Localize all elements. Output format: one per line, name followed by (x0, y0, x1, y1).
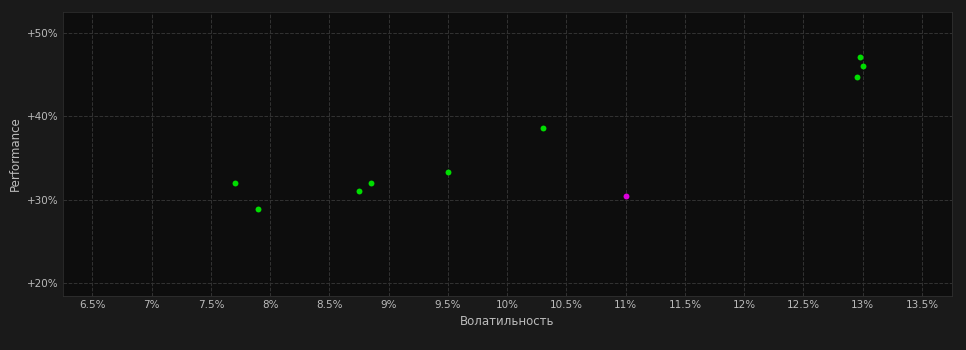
Point (618, 193, 634, 198)
Point (849, 75, 865, 80)
Point (250, 206, 266, 212)
Point (363, 180, 379, 186)
Y-axis label: Performance: Performance (9, 117, 21, 191)
Point (535, 125, 551, 131)
Point (227, 180, 242, 186)
Point (855, 63, 870, 68)
Point (352, 188, 367, 194)
Point (853, 55, 868, 60)
X-axis label: Волатильность: Волатильность (460, 315, 554, 328)
Point (440, 169, 456, 174)
